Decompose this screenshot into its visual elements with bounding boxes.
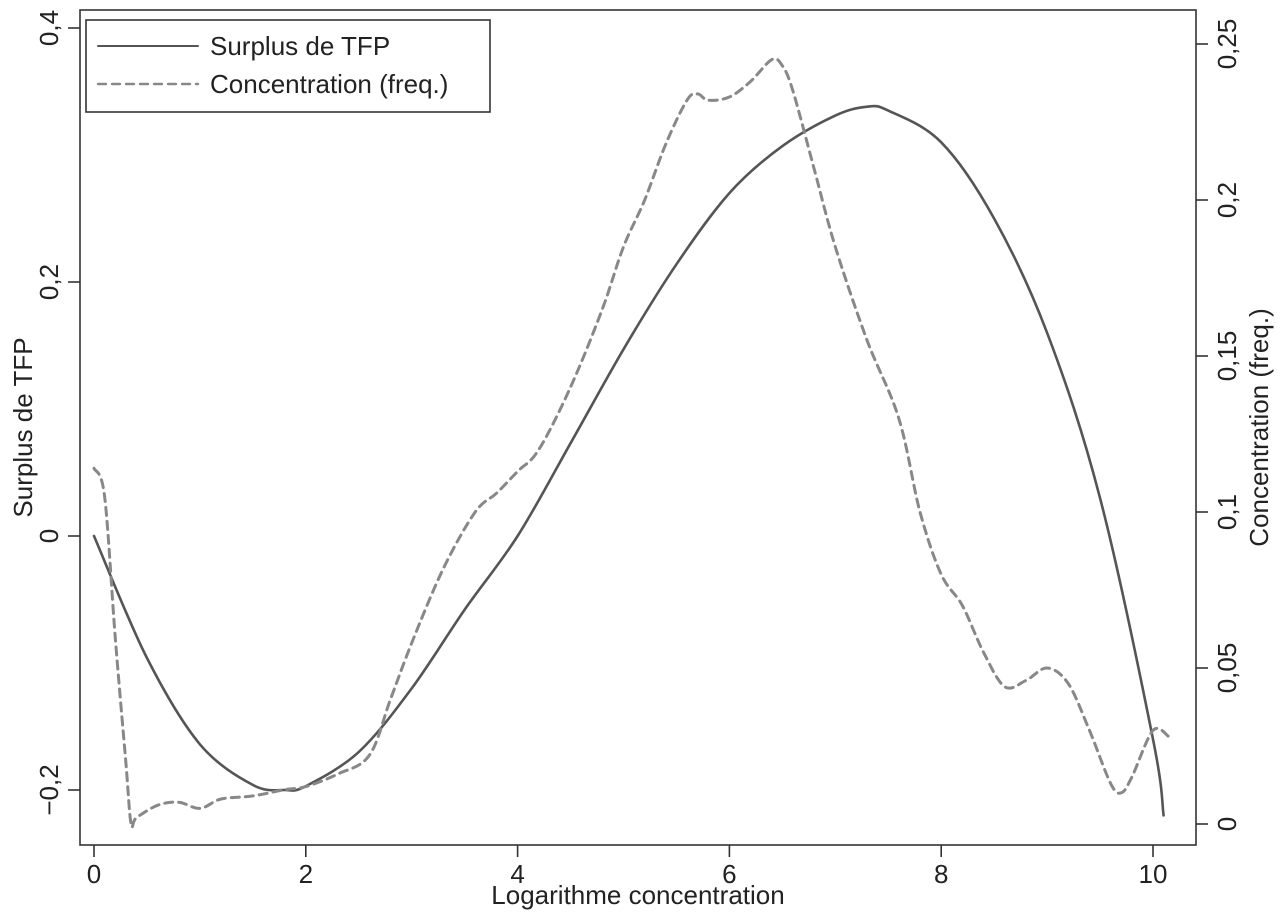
y-right-tick-label: 0,1 <box>1212 494 1242 530</box>
x-axis: 0 2 4 6 8 10 <box>87 845 1168 889</box>
y-left-tick-label: −0,2 <box>34 764 64 815</box>
series-line-surplus <box>92 104 1165 817</box>
y-right-tick-label: 0,15 <box>1212 331 1242 382</box>
x-tick-label: 10 <box>1139 859 1168 889</box>
y-right-tick-label: 0 <box>1212 817 1242 831</box>
y-left-tick-label: 0,4 <box>34 10 64 46</box>
x-axis-title: Logarithme concentration <box>491 880 784 910</box>
series-line-concentration <box>92 57 1171 829</box>
y-right-tick-label: 0,05 <box>1212 643 1242 694</box>
y-left-tick-label: 0,2 <box>34 264 64 300</box>
legend-label-concentration: Concentration (freq.) <box>210 69 448 99</box>
x-tick-label: 0 <box>87 859 101 889</box>
legend-box <box>85 19 491 113</box>
y-axis-right: 0 0,05 0,1 0,15 0,2 0,25 <box>1196 19 1242 831</box>
y-right-tick-label: 0,2 <box>1212 182 1242 218</box>
x-tick-label: 6 <box>722 859 736 889</box>
y-axis-right-title: Concentration (freq.) <box>1244 308 1274 546</box>
x-tick-label: 4 <box>510 859 524 889</box>
series-layer <box>92 57 1171 829</box>
plot-border <box>79 9 1197 846</box>
y-axis-left-title: Surplus de TFP <box>8 337 38 517</box>
x-tick-label: 8 <box>934 859 948 889</box>
y-axis-left: −0,2 0 0,2 0,4 <box>34 10 80 816</box>
x-tick-label: 2 <box>299 859 313 889</box>
y-left-tick-label: 0 <box>34 529 64 543</box>
legend-label-surplus: Surplus de TFP <box>210 31 390 61</box>
plot-frame <box>79 9 1197 846</box>
legend: Surplus de TFP Concentration (freq.) <box>85 19 491 113</box>
y-right-tick-label: 0,25 <box>1212 19 1242 70</box>
